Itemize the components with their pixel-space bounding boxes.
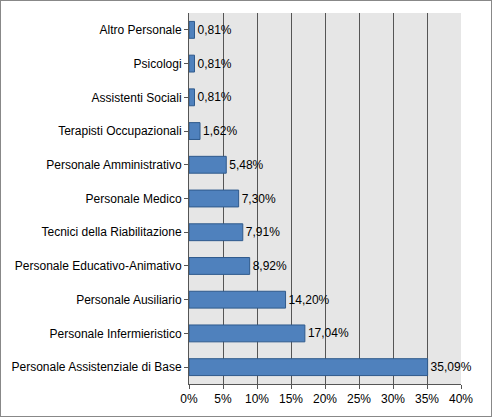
svg-text:Personale Amministrativo: Personale Amministrativo: [46, 158, 182, 172]
svg-text:0,81%: 0,81%: [198, 23, 232, 37]
svg-text:Personale Educativo-Animativo: Personale Educativo-Animativo: [15, 259, 182, 273]
svg-text:30%: 30%: [381, 392, 405, 406]
svg-text:0,81%: 0,81%: [198, 90, 232, 104]
svg-text:Personale Ausiliario: Personale Ausiliario: [76, 293, 182, 307]
svg-text:35%: 35%: [415, 392, 439, 406]
svg-text:Terapisti Occupazionali: Terapisti Occupazionali: [58, 124, 181, 138]
svg-text:Tecnici della Riabilitazione: Tecnici della Riabilitazione: [42, 225, 182, 239]
svg-text:5%: 5%: [214, 392, 232, 406]
svg-text:Psicologi: Psicologi: [134, 57, 182, 71]
svg-text:25%: 25%: [347, 392, 371, 406]
svg-text:Personale Infermieristico: Personale Infermieristico: [50, 327, 182, 341]
svg-text:7,91%: 7,91%: [246, 225, 280, 239]
svg-text:14,20%: 14,20%: [289, 293, 330, 307]
svg-text:35,09%: 35,09%: [431, 360, 472, 374]
svg-text:1,62%: 1,62%: [203, 124, 237, 138]
svg-text:0,81%: 0,81%: [198, 57, 232, 71]
svg-text:40%: 40%: [449, 392, 473, 406]
svg-text:Personale Medico: Personale Medico: [86, 192, 182, 206]
svg-text:7,30%: 7,30%: [242, 192, 276, 206]
svg-text:20%: 20%: [313, 392, 337, 406]
svg-text:Personale Assistenziale di Bas: Personale Assistenziale di Base: [11, 360, 181, 374]
svg-text:0%: 0%: [180, 392, 198, 406]
svg-text:15%: 15%: [279, 392, 303, 406]
svg-text:10%: 10%: [245, 392, 269, 406]
svg-text:Assistenti Sociali: Assistenti Sociali: [92, 91, 182, 105]
svg-text:8,92%: 8,92%: [253, 259, 287, 273]
svg-text:5,48%: 5,48%: [229, 158, 263, 172]
svg-text:Altro Personale: Altro Personale: [100, 23, 182, 37]
svg-text:17,04%: 17,04%: [308, 326, 349, 340]
